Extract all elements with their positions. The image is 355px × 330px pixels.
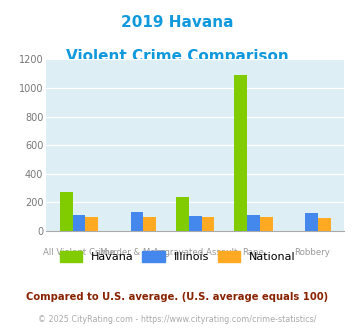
Bar bbox=[60, 192, 72, 231]
Bar bbox=[143, 217, 156, 231]
Text: Rape: Rape bbox=[242, 248, 264, 257]
Text: 2019 Havana: 2019 Havana bbox=[121, 15, 234, 30]
Bar bbox=[247, 214, 260, 231]
Bar bbox=[189, 216, 202, 231]
Text: Murder & Mans...: Murder & Mans... bbox=[100, 248, 174, 257]
Text: Aggravated Assault: Aggravated Assault bbox=[153, 248, 237, 257]
Bar bbox=[305, 213, 318, 231]
Legend: Havana, Illinois, National: Havana, Illinois, National bbox=[55, 247, 300, 267]
Text: Robbery: Robbery bbox=[294, 248, 329, 257]
Text: © 2025 CityRating.com - https://www.cityrating.com/crime-statistics/: © 2025 CityRating.com - https://www.city… bbox=[38, 315, 317, 324]
Bar bbox=[260, 217, 273, 231]
Text: Violent Crime Comparison: Violent Crime Comparison bbox=[66, 49, 289, 64]
Text: All Violent Crime: All Violent Crime bbox=[43, 248, 115, 257]
Bar bbox=[72, 215, 85, 231]
Bar bbox=[176, 197, 189, 231]
Text: Compared to U.S. average. (U.S. average equals 100): Compared to U.S. average. (U.S. average … bbox=[26, 292, 329, 302]
Bar bbox=[85, 217, 98, 231]
Bar bbox=[131, 213, 143, 231]
Bar bbox=[318, 218, 331, 231]
Bar bbox=[202, 217, 214, 231]
Bar bbox=[234, 75, 247, 231]
